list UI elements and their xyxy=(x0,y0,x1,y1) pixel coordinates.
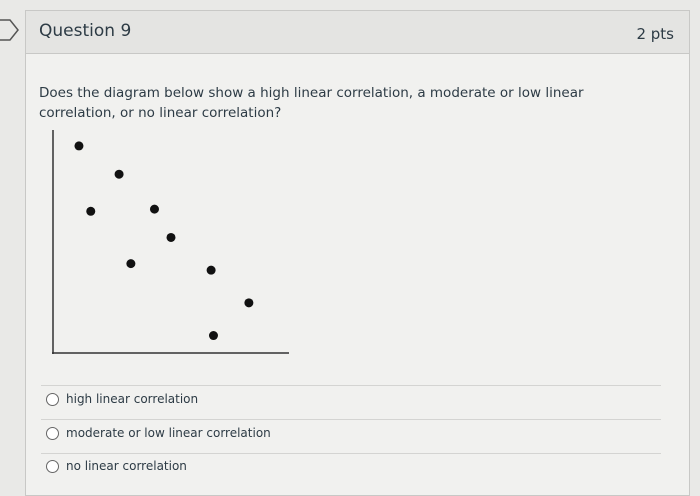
scatter-point xyxy=(166,232,176,242)
scatter-point xyxy=(114,169,124,179)
scatter-point xyxy=(208,331,218,341)
question-points: 2 pts xyxy=(636,25,674,43)
radio[interactable] xyxy=(46,459,59,473)
option-label[interactable]: no linear correlation xyxy=(66,459,187,473)
separator xyxy=(41,453,661,454)
question-title: Question 9 xyxy=(39,21,132,41)
question-text: Does the diagram below show a high linea… xyxy=(39,85,584,121)
separator xyxy=(41,385,661,386)
scatter-point xyxy=(244,298,254,308)
scatter-point xyxy=(74,141,84,151)
answer-option[interactable]: no linear correlation xyxy=(46,459,187,473)
scatter-point xyxy=(206,265,216,275)
nav-arrow[interactable] xyxy=(0,18,24,48)
answer-option[interactable]: moderate or low linear correlation xyxy=(46,426,271,440)
radio[interactable] xyxy=(46,392,59,406)
question-header: Question 9 2 pts xyxy=(26,11,689,54)
option-label[interactable]: moderate or low linear correlation xyxy=(66,426,271,440)
answer-option[interactable]: high linear correlation xyxy=(46,392,198,406)
radio[interactable] xyxy=(46,426,59,440)
scatter-point xyxy=(126,259,136,269)
option-label[interactable]: high linear correlation xyxy=(66,392,199,406)
question-card: Question 9 2 pts Does the diagram below … xyxy=(25,10,690,496)
separator xyxy=(41,419,661,420)
scatter-point xyxy=(149,204,159,214)
scatter-point xyxy=(86,206,96,216)
